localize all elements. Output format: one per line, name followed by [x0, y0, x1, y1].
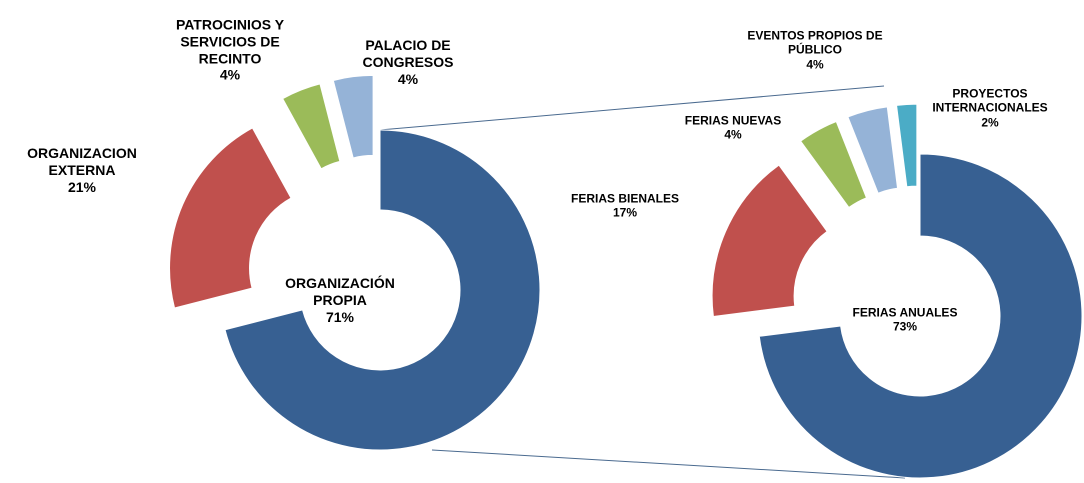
slice-label: FERIAS NUEVAS 4%: [663, 114, 803, 143]
donut-slice: [895, 103, 918, 188]
slice-label: PROYECTOS INTERNACIONALES 2%: [925, 86, 1055, 129]
slice-label: ORGANIZACION EXTERNA 21%: [7, 145, 157, 195]
donut-slice: [847, 106, 899, 194]
value-label: 21%: [67, 178, 97, 195]
category-label: ORGANIZACION EXTERNA: [27, 144, 137, 178]
donut-slice: [281, 83, 341, 170]
donut-slice: [799, 120, 868, 209]
category-label: FERIAS NUEVAS: [684, 113, 782, 128]
category-label: ORGANIZACIÓN PROPIA: [285, 274, 395, 308]
slice-label: PATROCINIOS Y SERVICIOS DE RECINTO 4%: [175, 16, 285, 83]
category-label: PATROCINIOS Y SERVICIOS DE RECINTO: [175, 16, 285, 66]
value-label: 4%: [806, 57, 824, 72]
category-label: PALACIO DE CONGRESOS: [362, 36, 454, 70]
category-label: FERIAS ANUALES: [852, 305, 958, 320]
slice-label: EVENTOS PROPIOS DE PÚBLICO 4%: [745, 28, 885, 71]
connector-line: [379, 85, 885, 131]
donut-slice: [711, 164, 828, 318]
slice-label: FERIAS BIENALES 17%: [545, 192, 705, 221]
value-label: 73%: [892, 320, 918, 334]
value-label: 2%: [981, 115, 999, 130]
slice-label: ORGANIZACIÓN PROPIA 71%: [270, 275, 410, 325]
category-label: FERIAS BIENALES: [570, 191, 679, 206]
donut-slice: [332, 74, 374, 159]
value-label: 17%: [612, 206, 638, 220]
value-label: 4%: [397, 70, 419, 87]
slice-label: PALACIO DE CONGRESOS 4%: [346, 37, 471, 87]
donut-slice: [758, 153, 1083, 479]
category-label: PROYECTOS INTERNACIONALES: [932, 86, 1048, 115]
donut-slice: [169, 127, 292, 309]
category-label: EVENTOS PROPIOS DE PÚBLICO: [747, 28, 883, 57]
connector-line: [431, 449, 906, 479]
value-label: 4%: [219, 66, 241, 83]
value-label: 4%: [724, 128, 742, 142]
value-label: 71%: [325, 308, 355, 325]
donut-slice: [224, 129, 541, 451]
slice-label: FERIAS ANUALES 73%: [825, 306, 985, 335]
